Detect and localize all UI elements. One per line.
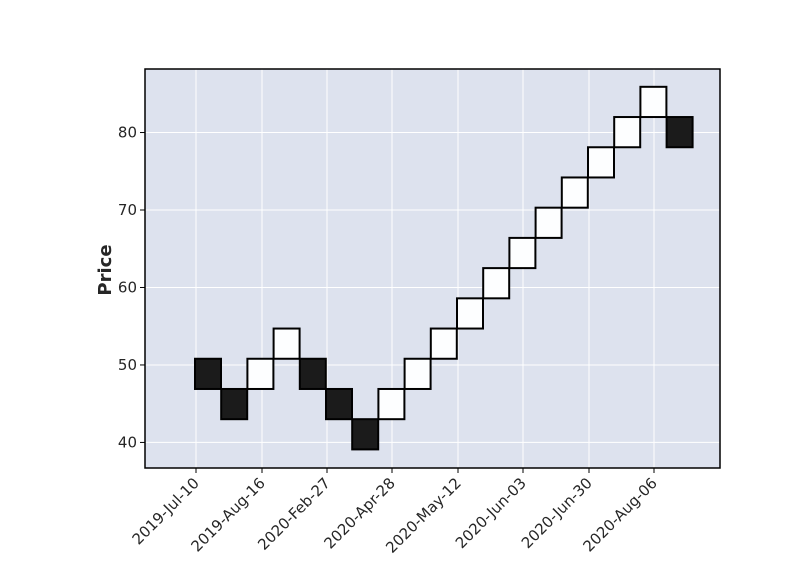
- brick-down: [325, 387, 353, 421]
- brick-down: [351, 418, 380, 451]
- y-tick-label: 60: [118, 278, 137, 296]
- brick-down: [194, 357, 222, 390]
- brick-up: [403, 357, 432, 390]
- brick-up: [272, 327, 301, 360]
- brick-down: [298, 357, 327, 390]
- brick-up: [587, 146, 615, 179]
- brick-up: [534, 206, 563, 239]
- plot-frame: [144, 68, 721, 469]
- x-axis: 2019-Jul-102019-Aug-162020-Feb-272020-Ap…: [129, 468, 661, 557]
- brick-up: [456, 297, 484, 330]
- brick-up: [246, 357, 275, 390]
- brick-up: [613, 116, 642, 149]
- brick-up: [377, 387, 406, 421]
- brick-up: [482, 267, 511, 300]
- y-tick-label: 50: [118, 356, 137, 374]
- y-axis-label: Price: [95, 244, 116, 295]
- y-tick-label: 70: [118, 201, 137, 219]
- brick-down: [220, 387, 249, 421]
- brick-up: [429, 327, 458, 360]
- brick-up: [639, 85, 668, 119]
- bricks-group: [194, 85, 694, 451]
- brick-up: [560, 176, 589, 209]
- y-tick-label: 40: [118, 433, 137, 451]
- y-tick-label: 80: [118, 124, 137, 142]
- y-axis: 40 50 60 70 80: [118, 124, 145, 451]
- brick-up: [508, 236, 537, 270]
- brick-down: [665, 116, 694, 149]
